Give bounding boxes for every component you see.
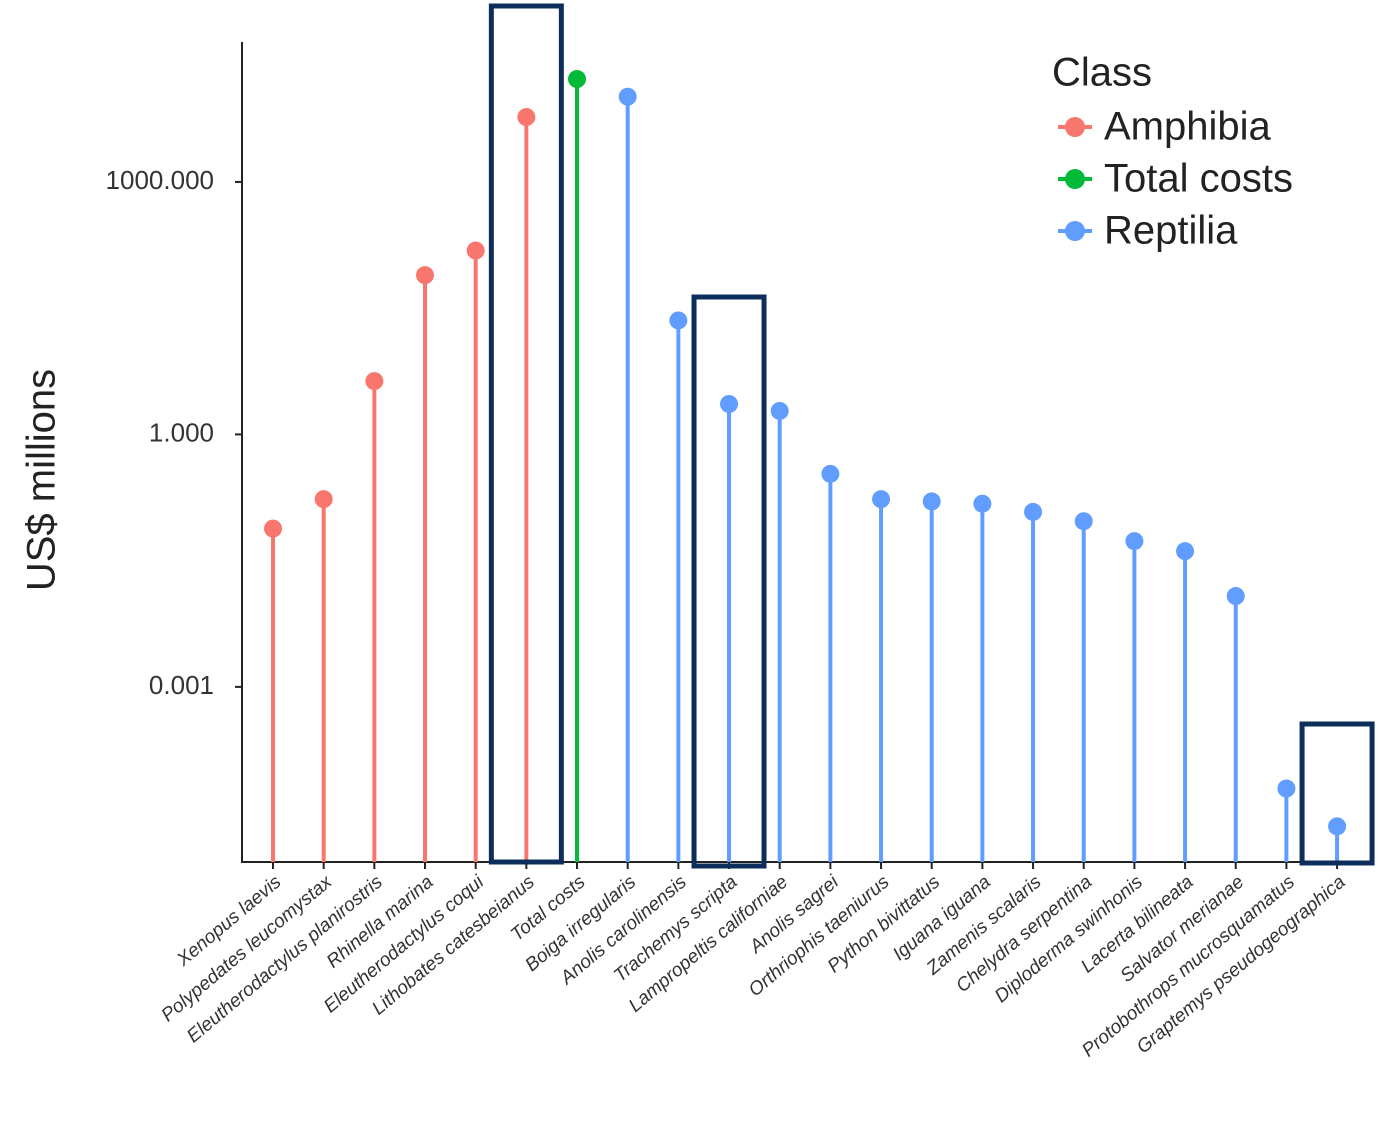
y-tick-label: 1.000 [149, 417, 214, 447]
dot [720, 394, 739, 413]
dot [314, 490, 333, 509]
dot [1176, 542, 1195, 561]
highlight-box [488, 3, 564, 865]
y-axis-title: US$ millions [20, 369, 64, 591]
legend-swatch [1065, 169, 1085, 189]
dot [568, 70, 587, 89]
dot [821, 464, 840, 483]
dot [466, 241, 485, 260]
dot [264, 519, 282, 538]
dot [1074, 512, 1093, 531]
x-tick-label: Eleutherodactylus planirostris [183, 871, 387, 1047]
legend-label: Reptilia [1104, 209, 1238, 253]
legend-swatch [1065, 221, 1085, 241]
dot [1277, 779, 1296, 798]
dot [416, 266, 435, 285]
legend-label: Amphibia [1104, 105, 1272, 149]
dot [669, 311, 688, 330]
highlight-box [1299, 721, 1375, 866]
dot [1125, 532, 1144, 551]
dot [1226, 587, 1245, 606]
dot [1024, 502, 1043, 521]
dot [1328, 817, 1347, 836]
y-tick-label: 0.001 [149, 670, 214, 700]
legend-swatch [1065, 117, 1085, 137]
highlight-box [691, 294, 767, 869]
legend-label: Total costs [1104, 157, 1293, 201]
legend-title: Class [1052, 51, 1152, 95]
y-tick-label: 1000.000 [106, 165, 214, 195]
dot [618, 87, 637, 106]
dot [973, 494, 992, 513]
dot [872, 490, 891, 509]
dot [922, 492, 941, 511]
dot [770, 401, 789, 420]
dot [517, 108, 536, 127]
dot [365, 372, 384, 391]
